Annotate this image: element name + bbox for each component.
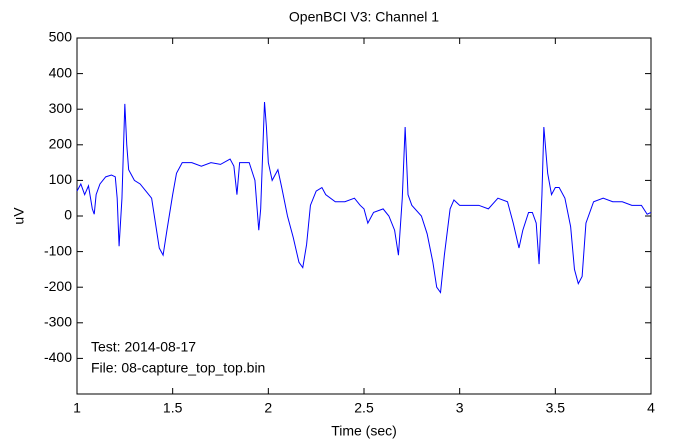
x-axis-label: Time (sec)	[331, 423, 397, 439]
y-tick-label: 500	[49, 29, 73, 45]
y-tick-label: 200	[49, 136, 73, 152]
data-line	[76, 102, 652, 294]
x-tick-label: 1	[73, 400, 81, 416]
y-tick-label: 0	[64, 207, 72, 223]
y-tick-label: 100	[49, 171, 73, 187]
x-tick-label: 4	[647, 400, 655, 416]
x-tick-label: 3.5	[546, 400, 566, 416]
y-tick-label: 400	[49, 64, 73, 80]
x-tick-label: 1.5	[163, 400, 183, 416]
x-tick-label: 2	[264, 400, 272, 416]
annotation: File: 08-capture_top_top.bin	[91, 360, 265, 376]
y-tick-label: -100	[44, 242, 72, 258]
y-tick-label: -200	[44, 278, 72, 294]
chart-title: OpenBCI V3: Channel 1	[289, 9, 439, 25]
y-axis-label: uV	[11, 207, 27, 225]
x-tick-label: 3	[456, 400, 464, 416]
y-tick-label: -300	[44, 314, 72, 330]
annotation: Test: 2014-08-17	[91, 339, 196, 355]
x-tick-label: 2.5	[354, 400, 374, 416]
y-tick-label: -400	[44, 349, 72, 365]
y-tick-label: 300	[49, 100, 73, 116]
